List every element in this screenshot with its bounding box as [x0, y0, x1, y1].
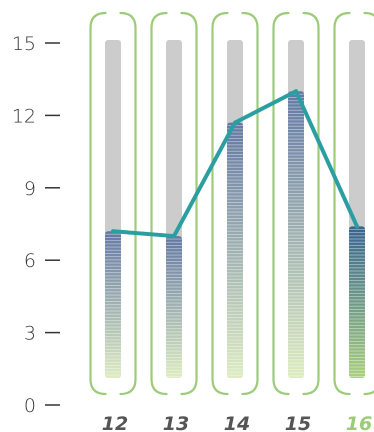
x-tick-label: 15 — [285, 413, 311, 432]
bracket-left — [211, 11, 229, 396]
bracket-right — [180, 11, 198, 396]
bar — [166, 236, 182, 378]
trend-point — [294, 89, 298, 94]
x-tick-label: 12 — [102, 413, 128, 432]
bar — [105, 231, 121, 378]
bracket-left — [272, 11, 290, 396]
bracket-left — [150, 11, 168, 396]
trend-point — [355, 224, 359, 229]
bracket-right — [302, 11, 320, 396]
bracket-right — [241, 11, 259, 396]
y-tick-label: 9 — [24, 178, 36, 200]
bracket-left — [333, 11, 351, 396]
trend-point — [172, 234, 176, 239]
y-axis: 0 3 6 9 12 15 — [12, 33, 60, 417]
y-tick-label: 12 — [12, 105, 36, 127]
bar — [227, 122, 243, 378]
y-tick-label: 3 — [24, 323, 36, 345]
y-tick-label: 6 — [24, 250, 36, 272]
bars — [105, 91, 365, 379]
y-tick-label: 0 — [24, 395, 36, 417]
x-tick-label: 14 — [224, 413, 250, 432]
column-brackets — [89, 11, 374, 396]
bracket-right — [363, 11, 374, 396]
x-tick-label: 16 — [346, 413, 372, 432]
x-tick-label: 13 — [163, 413, 189, 432]
trend-point — [233, 120, 237, 125]
bracket-right — [119, 11, 137, 396]
bracket-left — [89, 11, 107, 396]
trend-line-layer — [111, 89, 359, 239]
bar-stripes — [105, 93, 365, 378]
trend-point — [111, 229, 115, 234]
bar — [288, 91, 304, 379]
bar — [349, 226, 365, 378]
y-tick-label: 15 — [12, 33, 36, 55]
x-axis: 12 13 14 15 16 — [102, 413, 372, 432]
